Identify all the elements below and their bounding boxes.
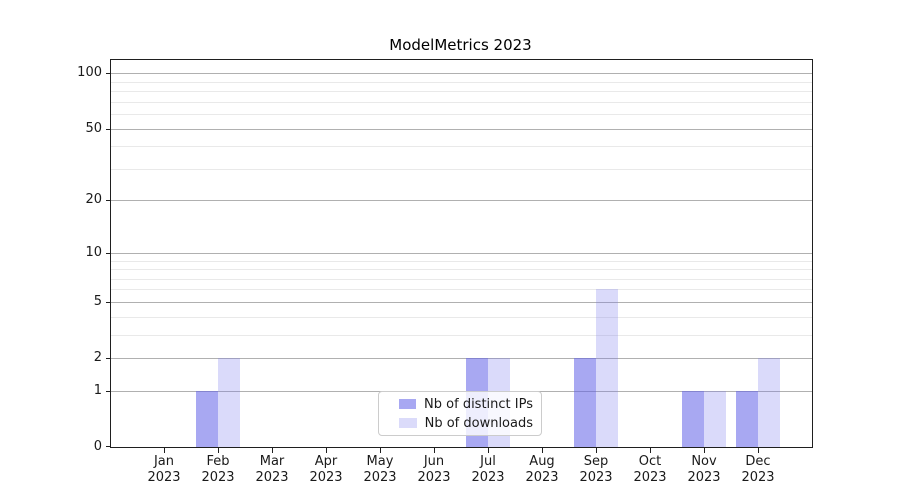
chart-title: ModelMetrics 2023 (389, 36, 532, 54)
x-tick-mark-jan (164, 448, 165, 453)
x-tick-label-dec: Dec 2023 (741, 454, 775, 485)
bar-nov-distinct-ips (682, 390, 704, 447)
y-tick-mark-0 (106, 446, 111, 447)
x-tick-label-nov: Nov 2023 (687, 454, 721, 485)
bar-sep-downloads (596, 289, 618, 447)
gridline-major-10 (111, 252, 812, 254)
gridline-major-5 (111, 301, 812, 303)
bar-feb-distinct-ips (196, 390, 218, 447)
gridline-major-20 (111, 200, 812, 202)
y-tick-label-50: 50 (85, 120, 102, 136)
gridline-minor-7 (111, 278, 812, 280)
y-tick-label-1: 1 (93, 382, 102, 398)
gridline-major-2 (111, 358, 812, 359)
x-tick-label-aug: Aug 2023 (525, 454, 559, 485)
x-tick-mark-may (380, 448, 381, 453)
plot-area: Nb of distinct IPs Nb of downloads 0 1 2 5 1… (77, 59, 813, 485)
gridline-minor-70 (111, 101, 812, 103)
y-tick-label-5: 5 (93, 293, 102, 309)
y-tick-label-100: 100 (77, 65, 102, 81)
x-tick-mark-jun (434, 448, 435, 453)
bar-sep-distinct-ips (574, 358, 596, 447)
x-tick-mark-apr (326, 448, 327, 453)
x-tick-mark-jul (488, 448, 489, 453)
x-tick-label-feb: Feb 2023 (201, 454, 235, 485)
x-tick-mark-aug (542, 448, 543, 453)
gridline-minor-80 (111, 91, 812, 93)
y-tick-label-2: 2 (93, 350, 102, 365)
legend: Nb of distinct IPs Nb of downloads (378, 391, 542, 436)
x-tick-label-jul: Jul 2023 (471, 454, 505, 485)
x-tick-label-may: May 2023 (363, 454, 397, 485)
x-tick-label-sep: Sep 2023 (579, 454, 613, 485)
y-tick-label-20: 20 (85, 192, 102, 208)
gridline-minor-8 (111, 269, 812, 270)
y-tick-mark-10 (106, 252, 111, 254)
gridline-minor-6 (111, 289, 812, 291)
y-tick-mark-50 (106, 128, 111, 130)
bar-nov-downloads (704, 390, 726, 447)
legend-label-downloads: Nb of downloads (424, 415, 533, 431)
x-tick-mark-mar (272, 448, 273, 453)
x-tick-label-jan: Jan 2023 (147, 454, 181, 485)
x-tick-label-mar: Mar 2023 (255, 454, 289, 485)
x-tick-mark-feb (218, 448, 219, 453)
legend-item-downloads: Nb of downloads (399, 416, 533, 431)
legend-swatch-downloads-icon (399, 418, 417, 428)
gridline-major-100 (111, 73, 812, 75)
x-tick-mark-nov (704, 448, 705, 453)
gridline-minor-90 (111, 81, 812, 83)
x-tick-label-jun: Jun 2023 (417, 454, 451, 485)
y-tick-mark-2 (106, 358, 111, 359)
gridline-minor-3 (111, 334, 812, 336)
x-tick-mark-dec (758, 448, 759, 453)
gridline-major-50 (111, 128, 812, 130)
legend-swatch-distinct-ips-icon (399, 399, 417, 409)
x-tick-label-oct: Oct 2023 (633, 454, 667, 485)
y-tick-label-10: 10 (85, 244, 102, 260)
bar-dec-distinct-ips (736, 390, 758, 447)
y-tick-label-0: 0 (93, 439, 102, 454)
y-tick-mark-5 (106, 301, 111, 303)
legend-label-distinct-ips: Nb of distinct IPs (424, 396, 533, 412)
gridline-minor-30 (111, 168, 812, 170)
x-tick-mark-sep (596, 448, 597, 453)
bar-feb-downloads (218, 358, 240, 447)
gridline-minor-60 (111, 114, 812, 115)
x-tick-mark-oct (650, 448, 651, 453)
gridline-minor-40 (111, 146, 812, 148)
gridline-minor-4 (111, 316, 812, 318)
gridline-minor-9 (111, 260, 812, 262)
bar-dec-downloads (758, 358, 780, 447)
legend-item-distinct-ips: Nb of distinct IPs (399, 397, 533, 412)
y-tick-mark-1 (106, 390, 111, 392)
x-tick-label-apr: Apr 2023 (309, 454, 343, 485)
y-tick-mark-100 (106, 73, 111, 75)
y-tick-mark-20 (106, 200, 111, 202)
